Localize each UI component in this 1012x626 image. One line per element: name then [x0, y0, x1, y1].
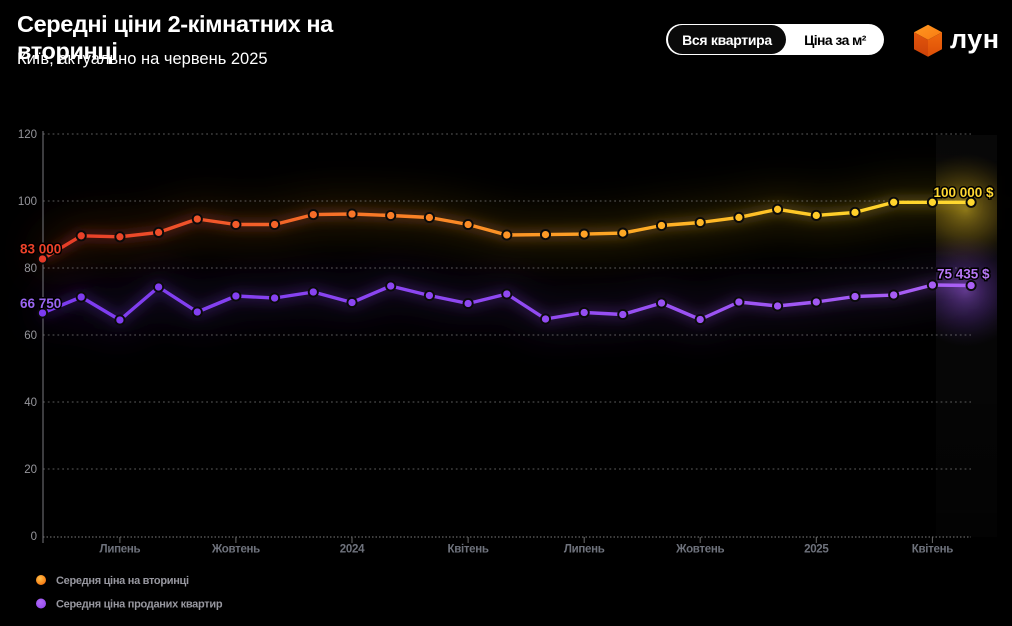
- svg-text:Жовтень: Жовтень: [211, 544, 260, 556]
- svg-text:Жовтень: Жовтень: [675, 544, 724, 556]
- svg-text:Квітень: Квітень: [447, 544, 488, 556]
- svg-text:120: 120: [18, 129, 37, 141]
- svg-text:60: 60: [24, 330, 37, 342]
- svg-text:2025: 2025: [804, 544, 829, 556]
- svg-text:Квітень: Квітень: [912, 544, 953, 556]
- svg-text:0: 0: [31, 531, 37, 543]
- svg-text:Середня ціна на вторинці: Середня ціна на вторинці: [56, 575, 189, 587]
- svg-text:83 000: 83 000: [20, 242, 61, 257]
- svg-text:2024: 2024: [340, 544, 365, 556]
- svg-text:100 000 $: 100 000 $: [934, 185, 995, 200]
- svg-text:40: 40: [24, 397, 37, 409]
- svg-text:Середня ціна проданих квартир: Середня ціна проданих квартир: [56, 599, 223, 611]
- svg-text:100: 100: [18, 196, 37, 208]
- svg-text:20: 20: [24, 464, 37, 476]
- svg-text:66 750: 66 750: [20, 296, 61, 311]
- svg-text:Липень: Липень: [100, 544, 141, 556]
- svg-text:Липень: Липень: [564, 544, 605, 556]
- svg-text:80: 80: [24, 263, 37, 275]
- svg-text:75 435 $: 75 435 $: [937, 267, 990, 282]
